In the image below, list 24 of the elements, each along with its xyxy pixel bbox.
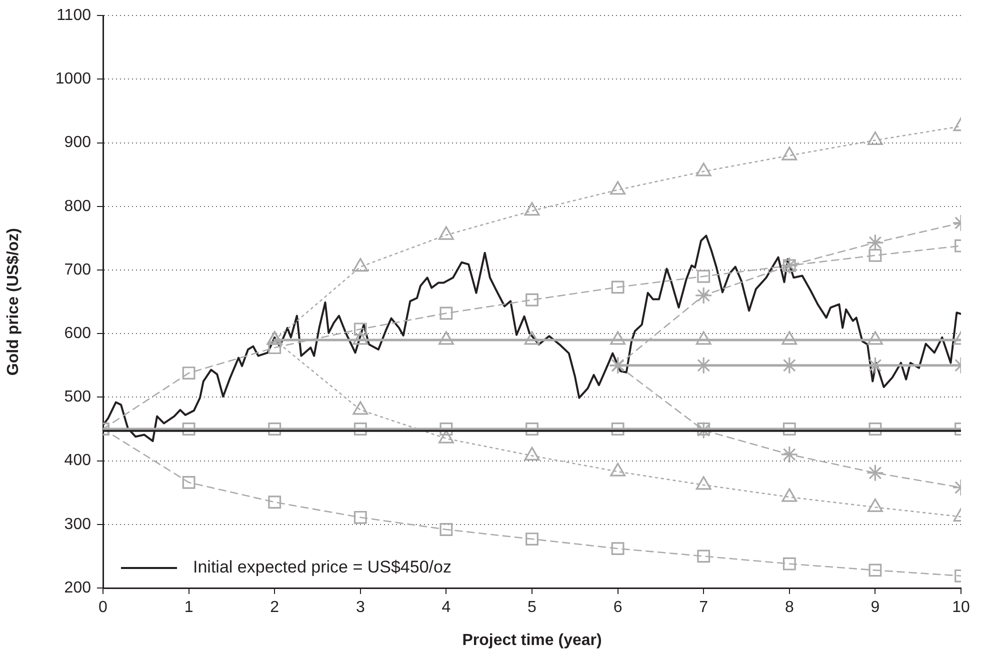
x-tick-label: 6: [613, 599, 622, 616]
y-tick-label: 1100: [56, 7, 92, 24]
x-tick-label: 10: [952, 599, 970, 616]
y-tick-label: 700: [64, 261, 92, 278]
x-tick-label: 8: [784, 599, 794, 616]
x-tick-label: 5: [528, 599, 537, 616]
x-axis-title: Project time (year): [462, 632, 602, 649]
y-axis-title: Gold price (US$/oz): [5, 228, 22, 376]
y-tick-label: 800: [64, 198, 92, 215]
x-tick-label: 3: [356, 599, 365, 616]
y-tick-label: 1000: [55, 70, 92, 88]
x-tick-label: 0: [98, 599, 108, 616]
y-tick-label: 300: [64, 516, 92, 533]
x-tick-label: 9: [870, 599, 880, 616]
legend-label: Initial expected price = US$450/oz: [193, 558, 452, 577]
x-tick-label: 2: [270, 599, 280, 616]
x-tick-label: 7: [699, 599, 708, 616]
x-tick-label: 4: [442, 599, 451, 616]
y-tick-label: 200: [64, 579, 92, 596]
y-tick-label: 500: [64, 388, 92, 406]
y-tick-label: 600: [64, 325, 92, 342]
y-tick-label: 400: [64, 452, 92, 470]
x-tick-label: 1: [184, 599, 194, 616]
y-tick-label: 900: [64, 134, 92, 152]
